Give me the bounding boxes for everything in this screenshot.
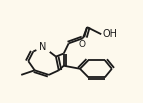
Text: N: N [39,42,47,52]
Text: O: O [79,40,86,49]
Text: OH: OH [103,29,118,39]
